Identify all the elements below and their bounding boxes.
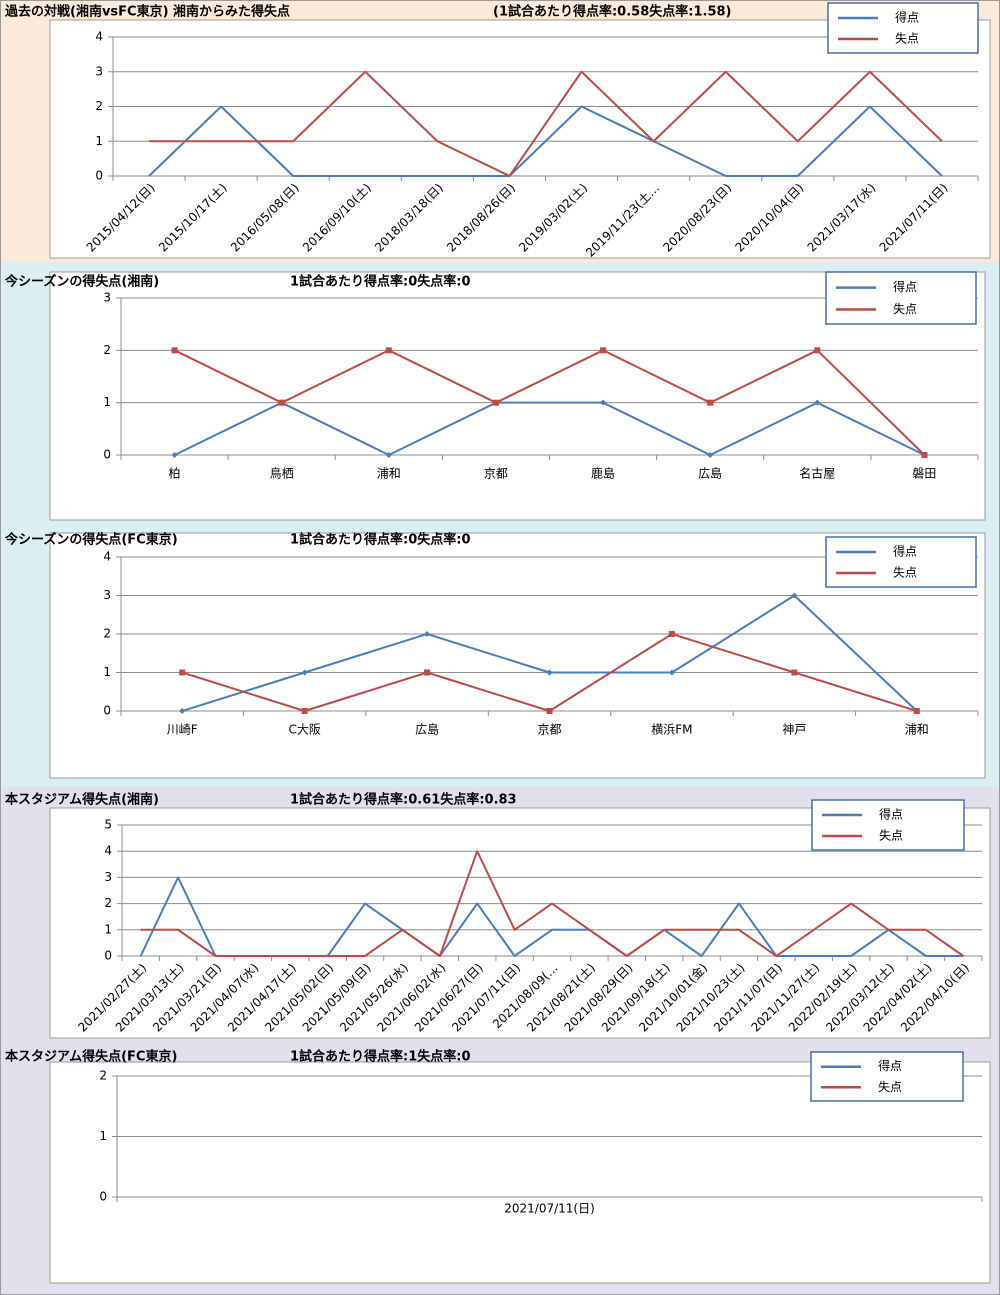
marker xyxy=(546,669,553,676)
y-tick-label: 3 xyxy=(103,588,111,602)
chart-subtitle: 1試合あたり得点率:0失点率:0 xyxy=(290,532,471,548)
y-tick-label: 2 xyxy=(104,896,112,910)
chart-title: 今シーズンの得失点(湘南) xyxy=(4,274,159,290)
legend-box xyxy=(825,536,977,588)
y-tick-label: 0 xyxy=(99,1190,107,1204)
x-tick-label: 浦和 xyxy=(905,723,929,737)
y-tick-label: 4 xyxy=(103,550,111,564)
marker xyxy=(600,347,607,354)
legend-label: 得点 xyxy=(893,279,917,294)
x-tick-label: 名古屋 xyxy=(799,466,835,481)
series-line xyxy=(149,70,943,177)
y-tick-label: 0 xyxy=(95,169,103,183)
chart-subtitle: 1試合あたり得点率:0.61失点率:0.83 xyxy=(290,792,517,808)
x-tick-label: 鳥栖 xyxy=(270,466,294,481)
legend-box xyxy=(811,799,965,851)
marker xyxy=(707,399,714,406)
x-tick-label: 磐田 xyxy=(912,467,936,481)
y-tick-label: 3 xyxy=(103,291,111,305)
marker xyxy=(600,399,607,406)
marker xyxy=(791,592,798,599)
y-tick-label: 1 xyxy=(99,1129,107,1143)
chart-title: 過去の対戦(湘南vsFC東京) 湘南からみた得失点 xyxy=(4,4,290,20)
y-tick-label: 3 xyxy=(95,64,103,78)
x-tick-label: 川崎F xyxy=(167,723,198,737)
y-tick-label: 2 xyxy=(103,627,111,641)
y-tick-label: 1 xyxy=(103,395,111,409)
legend-label: 失点 xyxy=(895,31,919,46)
x-tick-label: 広島 xyxy=(698,466,722,481)
series-line xyxy=(174,349,926,456)
marker xyxy=(492,399,499,406)
x-tick-label: 広島 xyxy=(415,722,439,737)
y-tick-label: 4 xyxy=(104,844,112,858)
legend-label: 失点 xyxy=(879,828,903,843)
y-tick-label: 1 xyxy=(95,134,103,148)
chart-subtitle: (1試合あたり得点率:0.58失点率:1.58) xyxy=(493,4,731,20)
x-tick-label: 京都 xyxy=(537,723,561,737)
y-tick-label: 1 xyxy=(104,922,112,936)
x-tick-label: 柏 xyxy=(169,466,181,481)
legend-label: 失点 xyxy=(893,301,917,316)
y-tick-label: 2 xyxy=(103,343,111,357)
marker xyxy=(301,708,308,714)
marker xyxy=(707,452,714,458)
y-tick-label: 0 xyxy=(104,949,112,963)
x-tick-label: 鹿島 xyxy=(591,466,615,481)
legend-label: 得点 xyxy=(893,544,917,559)
chart-title: 本スタジアム得失点(FC東京) xyxy=(5,1049,177,1065)
marker xyxy=(668,669,675,676)
x-tick-label: 京都 xyxy=(484,467,508,481)
marker xyxy=(921,452,928,458)
x-tick-label: 浦和 xyxy=(377,467,401,481)
marker xyxy=(424,631,431,637)
y-tick-label: 3 xyxy=(104,870,112,884)
marker xyxy=(668,631,675,637)
legend-box xyxy=(827,2,979,54)
y-tick-label: 0 xyxy=(103,448,111,462)
marker xyxy=(278,399,285,406)
y-tick-label: 2 xyxy=(99,1069,107,1083)
marker xyxy=(171,347,178,354)
marker xyxy=(179,669,186,676)
legend-label: 失点 xyxy=(893,565,917,580)
x-tick-label: C大阪 xyxy=(288,723,320,737)
series-line xyxy=(148,105,943,177)
x-tick-label: 横浜FM xyxy=(651,723,692,737)
marker xyxy=(301,669,308,676)
marker xyxy=(385,347,392,354)
y-tick-label: 5 xyxy=(104,818,112,832)
marker xyxy=(179,708,186,714)
y-tick-label: 2 xyxy=(95,99,103,113)
chart-title: 本スタジアム得失点(湘南) xyxy=(5,792,159,808)
y-tick-label: 4 xyxy=(95,30,103,44)
legend-box xyxy=(810,1051,964,1102)
marker xyxy=(546,708,553,714)
marker xyxy=(791,669,798,676)
marker xyxy=(424,669,431,676)
chart-subtitle: 1試合あたり得点率:1失点率:0 xyxy=(290,1049,471,1065)
series-line xyxy=(174,401,925,456)
legend-label: 失点 xyxy=(878,1079,902,1094)
plot-frame xyxy=(49,19,991,259)
series-line xyxy=(140,850,964,957)
legend-label: 得点 xyxy=(895,10,919,25)
marker xyxy=(814,347,821,354)
marker xyxy=(385,452,392,458)
y-tick-label: 1 xyxy=(103,665,111,679)
legend-label: 得点 xyxy=(879,807,903,822)
legend-label: 得点 xyxy=(878,1058,902,1073)
y-tick-label: 0 xyxy=(103,704,111,718)
x-tick-label: 神戸 xyxy=(782,723,806,737)
marker xyxy=(814,399,821,406)
marker xyxy=(171,452,178,458)
marker xyxy=(913,708,920,714)
chart-title: 今シーズンの得失点(FC東京) xyxy=(4,532,178,548)
chart-subtitle: 1試合あたり得点率:0失点率:0 xyxy=(290,274,471,290)
legend-box xyxy=(825,271,977,325)
x-tick-label: 2021/07/11(日) xyxy=(504,1202,595,1216)
